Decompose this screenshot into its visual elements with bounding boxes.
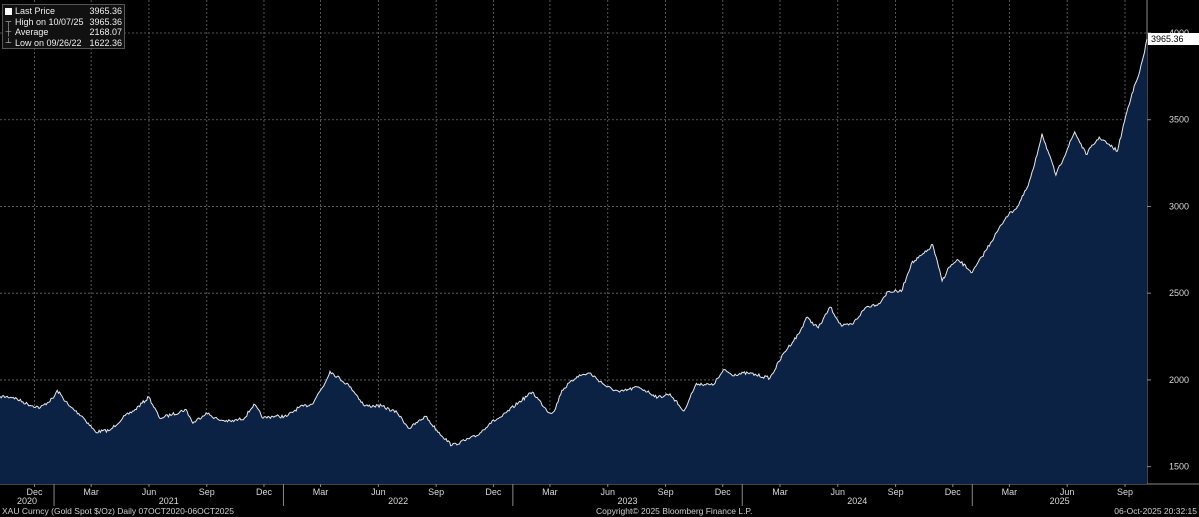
x-month-label: Mar [313,487,329,497]
legend-high: ┬ High on 10/07/25 3965.36 [5,17,122,28]
legend-value: 1622.36 [89,37,122,48]
legend-label: Low on 09/26/22 [15,37,82,48]
x-year-label: 2023 [618,496,638,506]
x-month-label: Dec [945,487,962,497]
x-month-label: Sep [658,487,674,497]
price-line [0,38,1148,447]
x-month-label: Sep [1117,487,1133,497]
legend-label: Last Price [15,6,56,16]
legend-value: 3965.36 [89,6,122,16]
x-month-label: Mar [542,487,558,497]
chart-legend: Last Price 3965.36 ┬ High on 10/07/25 396… [2,4,125,49]
legend-value: 2168.07 [89,27,122,37]
x-axis: Dec Mar Jun Sep Dec Mar Jun Sep Dec Mar Jun Sep Dec M… [17,484,1133,506]
y-axis: 1500 2000 2500 3000 3500 4000 [1147,28,1189,472]
y-tick-label: 2500 [1169,288,1189,298]
low-marker-icon: ┴ [5,37,12,47]
copyright-notice: Copyright© 2025 Bloomberg Finance L.P. [596,506,753,516]
x-year-label: 2022 [388,496,408,506]
x-month-label: Dec [256,487,273,497]
legend-label: Average [15,27,49,37]
legend-average: ┼ Average 2168.07 [5,27,122,38]
x-year-label: 2021 [159,496,179,506]
x-year-label: 2020 [17,496,37,506]
y-tick-label: 1500 [1169,462,1189,472]
x-month-label: Jun [600,487,615,497]
legend-low: ┴ Low on 09/26/22 1622.36 [5,38,122,49]
x-month-label: Dec [485,487,502,497]
x-month-label: Dec [715,487,732,497]
legend-last-price: Last Price 3965.36 [5,6,122,17]
average-marker-icon: ┼ [5,27,12,36]
security-description: XAU Curncy (Gold Spot $/Oz) Daily 07OCT2… [2,506,234,516]
x-month-label: Jun [142,487,157,497]
chart-footer: XAU Curncy (Gold Spot $/Oz) Daily 07OCT2… [0,506,1199,517]
x-month-label: Jun [1060,487,1075,497]
legend-label: High on 10/07/25 [15,16,84,27]
x-month-label: Mar [772,487,788,497]
x-month-label: Sep [428,487,444,497]
x-month-label: Sep [888,487,904,497]
y-tick-label: 3500 [1169,115,1189,125]
high-marker-icon: ┬ [5,16,12,26]
y-tick-label: 4000 [1169,28,1189,38]
timestamp: 06-Oct-2025 20:32:15 [1114,506,1197,516]
x-month-label: Dec [27,487,44,497]
legend-value: 3965.36 [89,16,122,27]
price-area-fill [0,39,1147,484]
x-month-label: Mar [83,487,99,497]
x-year-label: 2025 [1050,496,1070,506]
x-month-label: Jun [831,487,846,497]
last-price-tag: 3965.36 [1148,33,1199,46]
y-tick-label: 2000 [1169,375,1189,385]
legend-swatch-icon [5,7,12,15]
x-month-label: Jun [371,487,386,497]
x-month-label: Mar [1002,487,1018,497]
y-tick-label: 3000 [1169,201,1189,211]
x-month-label: Sep [199,487,215,497]
x-year-label: 2024 [847,496,867,506]
last-price-tag-value: 3965.36 [1151,34,1184,44]
